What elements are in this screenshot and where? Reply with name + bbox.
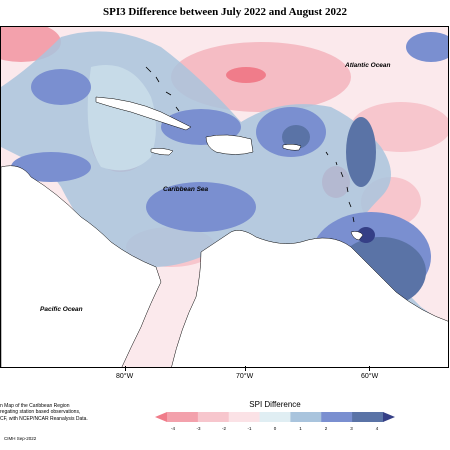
longitude-label-80w: 80°W (116, 373, 134, 380)
jamaica-island (150, 148, 174, 156)
legend-tick-label: -1 (247, 426, 252, 431)
credit: CIMH Sep-2022 (4, 436, 37, 441)
map-frame (0, 26, 449, 368)
wet-band (87, 65, 156, 171)
map-title: SPI3 Difference between July 2022 and Au… (103, 6, 347, 18)
wet-patch (11, 152, 91, 182)
dry-patch (351, 102, 448, 152)
legend-swatch (383, 412, 395, 422)
tick-mark (369, 366, 370, 371)
legend-title: SPI Difference (249, 400, 301, 409)
footer-line: n Map of the Caribbean Region (0, 403, 70, 409)
puerto-rico-island (282, 143, 302, 151)
wet-patch (346, 117, 376, 187)
hispaniola-island (205, 134, 254, 155)
trinidad-island (350, 231, 364, 241)
legend-tick-label: -3 (196, 426, 201, 431)
legend-tick-label: -2 (221, 426, 227, 431)
legend-swatch (197, 412, 230, 422)
legend-swatch (352, 412, 384, 422)
legend-swatch (228, 412, 261, 422)
longitude-label-70w: 70°W (236, 373, 254, 380)
legend-swatch (321, 412, 353, 422)
footer-line: regating station based observations, (0, 409, 81, 416)
dry-patch (226, 67, 266, 83)
legend-swatch (290, 412, 322, 422)
legend-swatch (167, 412, 199, 422)
tick-mark (125, 366, 126, 371)
legend-tick-label: -4 (170, 426, 176, 431)
wet-patch (406, 32, 448, 62)
bahamas-islands (145, 66, 180, 112)
caribbean-sea-label: Caribbean Sea (163, 186, 209, 193)
wet-patch (357, 227, 375, 243)
longitude-label-60w: 60°W (361, 373, 379, 380)
pacific-ocean-label: Pacific Ocean (40, 306, 83, 313)
wet-patch (146, 182, 256, 232)
legend-tick-label: 0 (273, 426, 277, 431)
map-canvas (1, 27, 448, 367)
footer-note: n Map of the Caribbean Region regating s… (0, 403, 88, 422)
legend-tick-label: 1 (299, 426, 302, 431)
central-america-land (1, 165, 162, 367)
tick-mark (245, 366, 246, 371)
cuba-island (95, 96, 192, 131)
legend-tick-label: 4 (375, 426, 379, 431)
legend-tick-label: 3 (350, 426, 353, 431)
wet-patch (31, 69, 91, 105)
wet-patch (282, 125, 310, 149)
lesser-antilles (325, 151, 355, 223)
color-legend (155, 412, 395, 422)
atlantic-ocean-label: Atlantic Ocean (345, 62, 391, 69)
legend-swatch (259, 412, 291, 422)
south-america-land (171, 230, 448, 367)
legend-tick-label: 2 (324, 426, 328, 431)
legend-swatch (155, 412, 167, 422)
footer-line: CF, with NCEP/NCAR Reanalysis Data. (0, 415, 88, 422)
